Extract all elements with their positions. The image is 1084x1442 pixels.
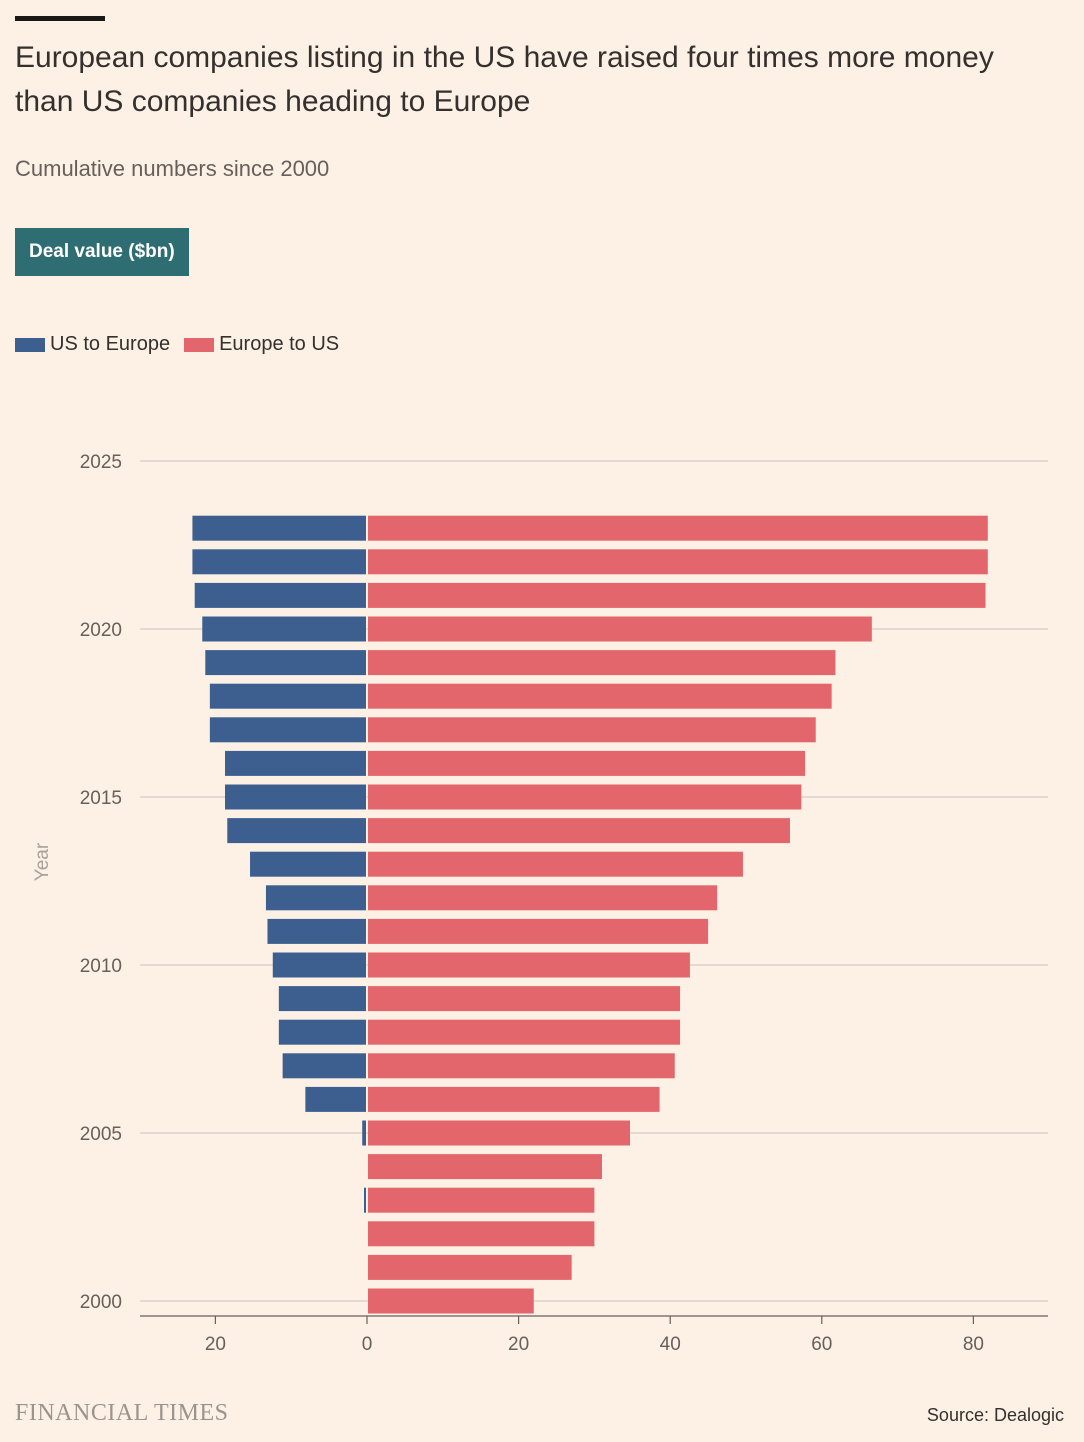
bar-europe-to-us-2001 bbox=[368, 1254, 572, 1280]
bar-us-to-europe-2005 bbox=[362, 1120, 366, 1146]
bar-europe-to-us-2010 bbox=[368, 952, 690, 978]
y-tick-label-2025: 2025 bbox=[80, 452, 122, 473]
chart-subtitle: Cumulative numbers since 2000 bbox=[15, 156, 330, 181]
chart-title: European companies listing in the US hav… bbox=[15, 41, 994, 118]
bar-europe-to-us-2014 bbox=[368, 818, 790, 844]
bar-europe-to-us-2023 bbox=[368, 515, 988, 541]
bar-us-to-europe-2015 bbox=[225, 784, 366, 810]
x-tick-label-1: 0 bbox=[362, 1334, 373, 1355]
bar-europe-to-us-2000 bbox=[368, 1288, 534, 1314]
bar-europe-to-us-2011 bbox=[368, 918, 709, 944]
bar-us-to-europe-2018 bbox=[209, 683, 366, 709]
header-rule bbox=[15, 16, 105, 21]
bar-europe-to-us-2018 bbox=[368, 683, 832, 709]
bar-us-to-europe-2019 bbox=[205, 650, 366, 676]
bar-europe-to-us-2008 bbox=[368, 1019, 681, 1045]
bar-us-to-europe-2013 bbox=[250, 851, 366, 877]
bar-us-to-europe-2006 bbox=[305, 1086, 366, 1112]
x-tick-label-3: 40 bbox=[660, 1334, 681, 1355]
x-tick-label-2: 20 bbox=[508, 1334, 529, 1355]
y-tick-label-2010: 2010 bbox=[80, 956, 122, 977]
bar-europe-to-us-2003 bbox=[368, 1187, 595, 1213]
bar-us-to-europe-2008 bbox=[278, 1019, 366, 1045]
bar-europe-to-us-2015 bbox=[368, 784, 802, 810]
deal-value-toggle-button[interactable]: Deal value ($bn) bbox=[15, 228, 189, 276]
legend-swatch-europe-to-us bbox=[184, 337, 215, 352]
bar-us-to-europe-2010 bbox=[272, 952, 366, 978]
bar-us-to-europe-2012 bbox=[265, 885, 366, 911]
bar-europe-to-us-2005 bbox=[368, 1120, 631, 1146]
bar-europe-to-us-2009 bbox=[368, 986, 681, 1012]
bar-europe-to-us-2013 bbox=[368, 851, 743, 877]
source-note: Source: Dealogic bbox=[926, 1405, 1064, 1425]
legend-label-us-to-europe: US to Europe bbox=[50, 333, 171, 355]
legend-label-europe-to-us: Europe to US bbox=[219, 333, 340, 355]
bar-us-to-europe-2011 bbox=[267, 918, 366, 944]
bar-europe-to-us-2020 bbox=[368, 616, 872, 642]
bar-europe-to-us-2017 bbox=[368, 717, 816, 743]
y-axis-title: Year bbox=[32, 842, 53, 881]
bar-europe-to-us-2012 bbox=[368, 885, 718, 911]
bar-us-to-europe-2007 bbox=[282, 1053, 366, 1079]
x-tick-label-5: 80 bbox=[963, 1334, 984, 1355]
bar-europe-to-us-2004 bbox=[368, 1154, 602, 1180]
y-tick-label-2020: 2020 bbox=[80, 620, 122, 641]
bar-europe-to-us-2006 bbox=[368, 1086, 660, 1112]
bar-us-to-europe-2022 bbox=[192, 549, 366, 575]
ft-logo: FINANCIAL TIMES bbox=[15, 1400, 229, 1426]
bar-europe-to-us-2019 bbox=[368, 650, 836, 676]
bar-europe-to-us-2002 bbox=[368, 1221, 595, 1247]
bar-us-to-europe-2017 bbox=[209, 717, 366, 743]
bar-us-to-europe-2021 bbox=[194, 582, 366, 608]
bar-europe-to-us-2021 bbox=[368, 582, 986, 608]
y-tick-label-2000: 2000 bbox=[80, 1292, 122, 1313]
y-tick-label-2005: 2005 bbox=[80, 1124, 122, 1145]
y-tick-label-2015: 2015 bbox=[80, 788, 122, 809]
x-tick-label-0: 20 bbox=[205, 1334, 226, 1355]
bar-europe-to-us-2022 bbox=[368, 549, 988, 575]
bar-europe-to-us-2007 bbox=[368, 1053, 675, 1079]
bar-us-to-europe-2009 bbox=[278, 986, 366, 1012]
legend-item-europe-to-us: Europe to US bbox=[184, 333, 339, 356]
bar-us-to-europe-2014 bbox=[227, 818, 366, 844]
chart-area: 2000 2005 2010 2015 2020 2025 20 0 20 40 60 80 Year bbox=[32, 452, 1048, 1355]
bar-europe-to-us-2016 bbox=[368, 750, 806, 776]
bar-us-to-europe-2003 bbox=[364, 1187, 366, 1213]
legend-item-us-to-europe: US to Europe bbox=[15, 333, 170, 356]
legend: US to Europe Europe to US bbox=[15, 333, 353, 356]
bar-us-to-europe-2023 bbox=[192, 515, 366, 541]
x-tick-label-4: 60 bbox=[811, 1334, 832, 1355]
legend-swatch-us-to-europe bbox=[15, 337, 45, 352]
bar-us-to-europe-2020 bbox=[202, 616, 366, 642]
bar-us-to-europe-2016 bbox=[225, 750, 366, 776]
